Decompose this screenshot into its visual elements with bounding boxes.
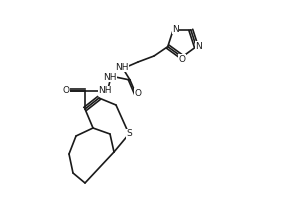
Text: N: N — [172, 25, 179, 34]
Text: NH: NH — [115, 62, 128, 72]
Text: O: O — [134, 88, 142, 98]
Text: O: O — [62, 86, 69, 95]
Text: NH: NH — [98, 86, 112, 95]
Text: S: S — [126, 130, 132, 138]
Text: O: O — [178, 55, 185, 64]
Text: N: N — [195, 42, 202, 51]
Text: NH: NH — [103, 72, 117, 82]
